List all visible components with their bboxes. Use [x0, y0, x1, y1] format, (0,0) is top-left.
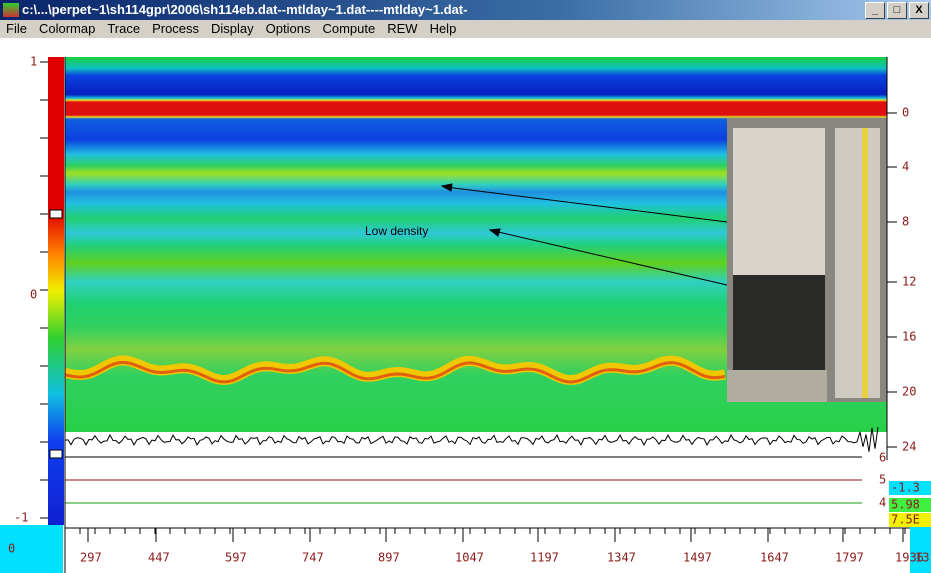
core-photo	[727, 118, 887, 402]
bottom-axis-label: 897	[378, 551, 400, 565]
right-axis-label: 0	[902, 106, 909, 120]
menu-item[interactable]: File	[6, 21, 27, 36]
bottom-axis-label: 597	[225, 551, 247, 565]
app-icon	[3, 3, 19, 17]
bottom-axis-label: 297	[80, 551, 102, 565]
trace-label: 4	[879, 496, 886, 510]
corner-box	[910, 525, 931, 573]
readout: 7.5E	[891, 513, 920, 527]
window-title: c:\...\perpet~1\sh114gpr\2006\sh114eb.da…	[22, 2, 468, 17]
annotation: Low density	[365, 224, 428, 238]
readout: -1.3	[891, 481, 920, 495]
bottom-axis-label: 747	[302, 551, 324, 565]
menu-bar: File Colormap Trace Process Display Options Co…	[0, 20, 931, 38]
corner-label: 0	[8, 542, 15, 556]
bottom-axis-label: 1197	[530, 551, 559, 565]
left-axis-label: -1	[14, 511, 28, 525]
left-axis-label: 1	[30, 55, 37, 69]
right-axis-label: 24	[902, 440, 916, 454]
window-button[interactable]: _	[865, 2, 885, 19]
bottom-axis-label: 1347	[607, 551, 636, 565]
reflection-band	[64, 355, 726, 385]
right-axis-label: 4	[902, 160, 909, 174]
window-button[interactable]: □	[887, 2, 907, 19]
corner-box	[0, 525, 63, 573]
readout-box	[889, 481, 931, 495]
menu-item[interactable]: Compute	[322, 21, 376, 36]
bottom-axis-label: 447	[148, 551, 170, 565]
right-axis-label: 16	[902, 330, 916, 344]
reflection-band	[64, 361, 726, 384]
bottom-axis-label: 1797	[835, 551, 864, 565]
menu-item[interactable]: Help	[429, 21, 457, 36]
window-button[interactable]: X	[909, 2, 929, 19]
trace-label: 6	[879, 451, 886, 465]
left-axis-label: 0	[30, 288, 37, 302]
readout: 5.98	[891, 498, 920, 512]
trace-waveform	[64, 426, 879, 452]
title-bar: c:\...\perpet~1\sh114gpr\2006\sh114eb.da…	[0, 0, 931, 20]
menu-item[interactable]: Options	[265, 21, 311, 36]
right-axis-label: 12	[902, 275, 916, 289]
bottom-axis-label: 1047	[455, 551, 484, 565]
trace-label: 5	[879, 473, 886, 487]
annotation-arrows	[440, 183, 728, 286]
menu-item[interactable]: Colormap	[38, 21, 96, 36]
readout-box	[889, 513, 931, 527]
menu-item[interactable]: REW	[387, 21, 418, 36]
readout-box	[889, 498, 931, 512]
menu-item[interactable]: Trace	[107, 21, 141, 36]
menu-item[interactable]: Display	[211, 21, 254, 36]
bottom-axis-label: 1647	[760, 551, 789, 565]
menu-item[interactable]: Process	[152, 21, 200, 36]
bottom-axis-label: 1936	[895, 551, 924, 565]
window-buttons: _ □ X	[865, 2, 929, 19]
color-bar	[48, 57, 64, 525]
corner-label: 13	[915, 551, 929, 565]
right-axis-label: 8	[902, 215, 909, 229]
color-bar-handle	[49, 449, 63, 459]
color-bar-handle	[49, 209, 63, 219]
right-axis-label: 20	[902, 385, 916, 399]
bottom-axis-label: 1497	[683, 551, 712, 565]
